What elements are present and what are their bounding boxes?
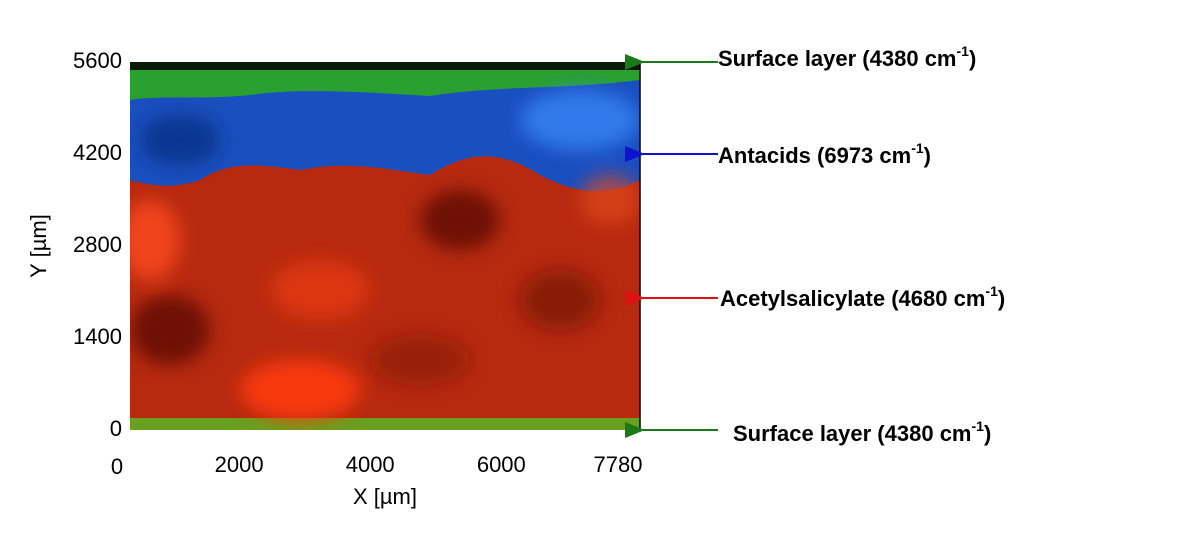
annotation-text: Acetylsalicylate (4680 cm (720, 286, 985, 311)
annotation-close: ) (969, 46, 976, 71)
annotation-close: ) (984, 421, 991, 446)
y-tick-label: 1400 (73, 324, 122, 349)
x-tick-label: 0 (111, 454, 123, 479)
annotation: Antacids (6973 cm-1) (718, 140, 931, 168)
annotation-close: ) (924, 143, 931, 168)
annotation-sup: -1 (911, 140, 924, 156)
annotation: Surface layer (4380 cm-1) (733, 418, 991, 446)
y-tick-label: 4200 (73, 140, 122, 165)
x-tick-label: 2000 (215, 452, 264, 477)
y-axis-label: Y [µm] (26, 214, 51, 278)
annotation-text: Antacids (6973 cm (718, 143, 911, 168)
y-tick-label: 0 (110, 416, 122, 441)
chemical-image (130, 62, 640, 430)
annotation-close: ) (998, 286, 1005, 311)
annotation-text: Surface layer (4380 cm (718, 46, 957, 71)
x-tick-label: 6000 (477, 452, 526, 477)
x-tick-label: 7780 (594, 452, 643, 477)
annotation: Surface layer (4380 cm-1) (718, 43, 976, 71)
x-tick-label: 4000 (346, 452, 395, 477)
y-tick-label: 5600 (73, 48, 122, 73)
x-axis-label: X [µm] (353, 484, 417, 509)
y-tick-label: 2800 (73, 232, 122, 257)
annotation-sup: -1 (972, 418, 985, 434)
annotation-sup: -1 (985, 283, 998, 299)
annotation-sup: -1 (957, 43, 970, 59)
annotation: Acetylsalicylate (4680 cm-1) (720, 283, 1005, 311)
annotation-text: Surface layer (4380 cm (733, 421, 972, 446)
